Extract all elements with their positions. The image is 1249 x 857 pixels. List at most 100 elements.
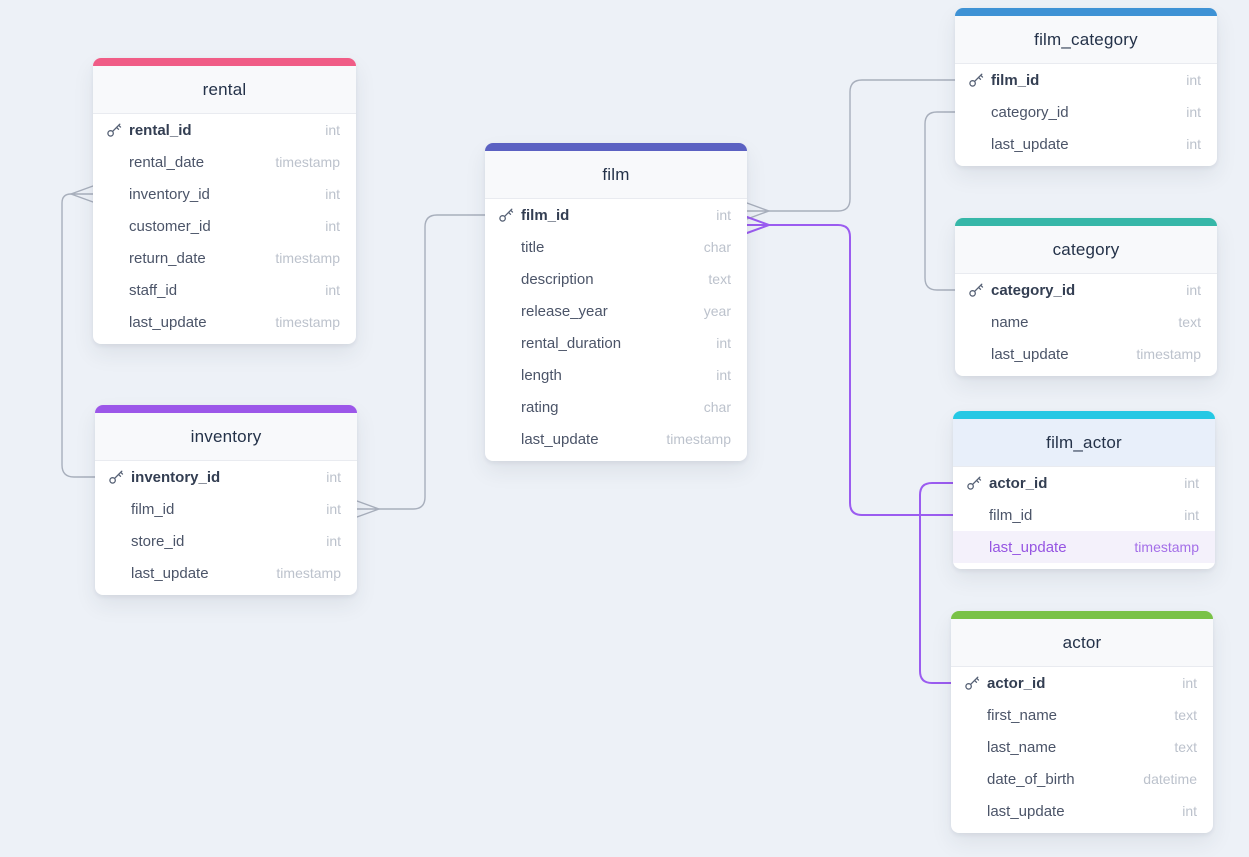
field-name: name <box>991 313 1029 331</box>
relationship-inventory-film[interactable] <box>356 214 486 518</box>
table-title: inventory <box>190 426 262 446</box>
table-film_actor[interactable]: film_actor actor_id int film_id int last… <box>953 411 1215 569</box>
table-field-list: inventory_id int film_id int store_id in… <box>95 461 357 595</box>
field-row-rental-return_date[interactable]: return_date timestamp <box>93 242 356 274</box>
field-row-film_category-last_update[interactable]: last_update int <box>955 128 1217 160</box>
table-film_category[interactable]: film_category film_id int category_id in… <box>955 8 1217 166</box>
field-row-film-last_update[interactable]: last_update timestamp <box>485 423 747 455</box>
table-field-list: film_id int title char description text … <box>485 199 747 461</box>
relationship-film_category-category[interactable] <box>924 111 956 291</box>
relationship-path[interactable] <box>61 193 96 478</box>
field-type: int <box>326 501 341 517</box>
table-actor[interactable]: actor actor_id int first_name text last_… <box>951 611 1213 833</box>
field-row-actor-first_name[interactable]: first_name text <box>951 699 1213 731</box>
table-film[interactable]: film film_id int title char description … <box>485 143 747 461</box>
field-row-actor-date_of_birth[interactable]: date_of_birth datetime <box>951 763 1213 795</box>
relationship-path[interactable] <box>919 482 954 684</box>
field-row-rental-staff_id[interactable]: staff_id int <box>93 274 356 306</box>
field-row-film-rating[interactable]: rating char <box>485 391 747 423</box>
table-title-bar[interactable]: film_category <box>955 16 1217 64</box>
table-field-list: film_id int category_id int last_update … <box>955 64 1217 166</box>
field-row-category-name[interactable]: name text <box>955 306 1217 338</box>
table-title-bar[interactable]: inventory <box>95 413 357 461</box>
primary-key-icon <box>968 72 984 88</box>
table-title-bar[interactable]: film <box>485 151 747 199</box>
field-row-film_actor-actor_id[interactable]: actor_id int <box>953 467 1215 499</box>
table-title-bar[interactable]: actor <box>951 619 1213 667</box>
primary-key-icon <box>108 469 124 485</box>
field-row-rental-customer_id[interactable]: customer_id int <box>93 210 356 242</box>
crow-foot-many-marker <box>356 500 382 518</box>
primary-key-icon <box>966 475 982 491</box>
field-type: int <box>1182 803 1197 819</box>
field-type: char <box>703 399 731 415</box>
field-row-inventory-film_id[interactable]: film_id int <box>95 493 357 525</box>
field-row-film-release_year[interactable]: release_year year <box>485 295 747 327</box>
table-rental[interactable]: rental rental_id int rental_date timesta… <box>93 58 356 344</box>
field-row-rental-inventory_id[interactable]: inventory_id int <box>93 178 356 210</box>
table-title-bar[interactable]: rental <box>93 66 356 114</box>
field-row-category-last_update[interactable]: last_update timestamp <box>955 338 1217 370</box>
field-name: return_date <box>129 249 206 267</box>
field-type: int <box>1184 475 1199 491</box>
table-accent-strip <box>955 8 1217 16</box>
crow-foot-many-marker <box>746 202 772 220</box>
field-type: int <box>716 207 731 223</box>
crow-foot-many-marker <box>68 185 94 203</box>
field-type: text <box>1174 707 1197 723</box>
table-title: rental <box>202 79 247 99</box>
relationship-path[interactable] <box>378 214 486 510</box>
field-row-actor-last_name[interactable]: last_name text <box>951 731 1213 763</box>
field-row-actor-actor_id[interactable]: actor_id int <box>951 667 1213 699</box>
table-accent-strip <box>955 218 1217 226</box>
field-row-film_actor-film_id[interactable]: film_id int <box>953 499 1215 531</box>
field-name: last_update <box>131 564 209 582</box>
field-type: timestamp <box>275 250 340 266</box>
field-name: last_update <box>991 345 1069 363</box>
table-accent-strip <box>95 405 357 413</box>
relationship-film_actor-actor[interactable] <box>919 482 954 684</box>
table-title-bar[interactable]: film_actor <box>953 419 1215 467</box>
field-row-rental-rental_date[interactable]: rental_date timestamp <box>93 146 356 178</box>
field-row-inventory-inventory_id[interactable]: inventory_id int <box>95 461 357 493</box>
field-row-film-film_id[interactable]: film_id int <box>485 199 747 231</box>
relationship-film-film_actor[interactable] <box>746 216 954 516</box>
relationship-film-film_category[interactable] <box>746 79 956 220</box>
field-name: inventory_id <box>129 185 210 203</box>
field-name: last_update <box>129 313 207 331</box>
primary-key-icon <box>498 207 514 223</box>
field-name: release_year <box>521 302 608 320</box>
field-name: category_id <box>991 103 1069 121</box>
field-row-category-category_id[interactable]: category_id int <box>955 274 1217 306</box>
table-inventory[interactable]: inventory inventory_id int film_id int s… <box>95 405 357 595</box>
field-row-film_category-category_id[interactable]: category_id int <box>955 96 1217 128</box>
relationship-rental-inventory[interactable] <box>61 185 96 478</box>
field-row-rental-last_update[interactable]: last_update timestamp <box>93 306 356 338</box>
primary-key-icon <box>964 675 980 691</box>
field-name: rental_id <box>129 121 192 139</box>
table-category[interactable]: category category_id int name text last_… <box>955 218 1217 376</box>
field-row-film_actor-last_update[interactable]: last_update timestamp <box>953 531 1215 563</box>
field-row-film-title[interactable]: title char <box>485 231 747 263</box>
field-type: int <box>716 335 731 351</box>
field-type: text <box>1178 314 1201 330</box>
field-type: int <box>1186 282 1201 298</box>
field-row-inventory-last_update[interactable]: last_update timestamp <box>95 557 357 589</box>
field-row-film-description[interactable]: description text <box>485 263 747 295</box>
table-title: category <box>1052 239 1120 259</box>
field-row-film_category-film_id[interactable]: film_id int <box>955 64 1217 96</box>
field-row-inventory-store_id[interactable]: store_id int <box>95 525 357 557</box>
field-row-film-rental_duration[interactable]: rental_duration int <box>485 327 747 359</box>
field-row-film-length[interactable]: length int <box>485 359 747 391</box>
field-type: text <box>708 271 731 287</box>
relationship-path[interactable] <box>924 111 956 291</box>
field-row-rental-rental_id[interactable]: rental_id int <box>93 114 356 146</box>
relationship-path[interactable] <box>768 79 956 212</box>
field-row-actor-last_update[interactable]: last_update int <box>951 795 1213 827</box>
table-title-bar[interactable]: category <box>955 226 1217 274</box>
field-type: int <box>1186 136 1201 152</box>
field-name: actor_id <box>987 674 1046 692</box>
field-name: last_update <box>987 802 1065 820</box>
relationship-path[interactable] <box>768 224 954 516</box>
